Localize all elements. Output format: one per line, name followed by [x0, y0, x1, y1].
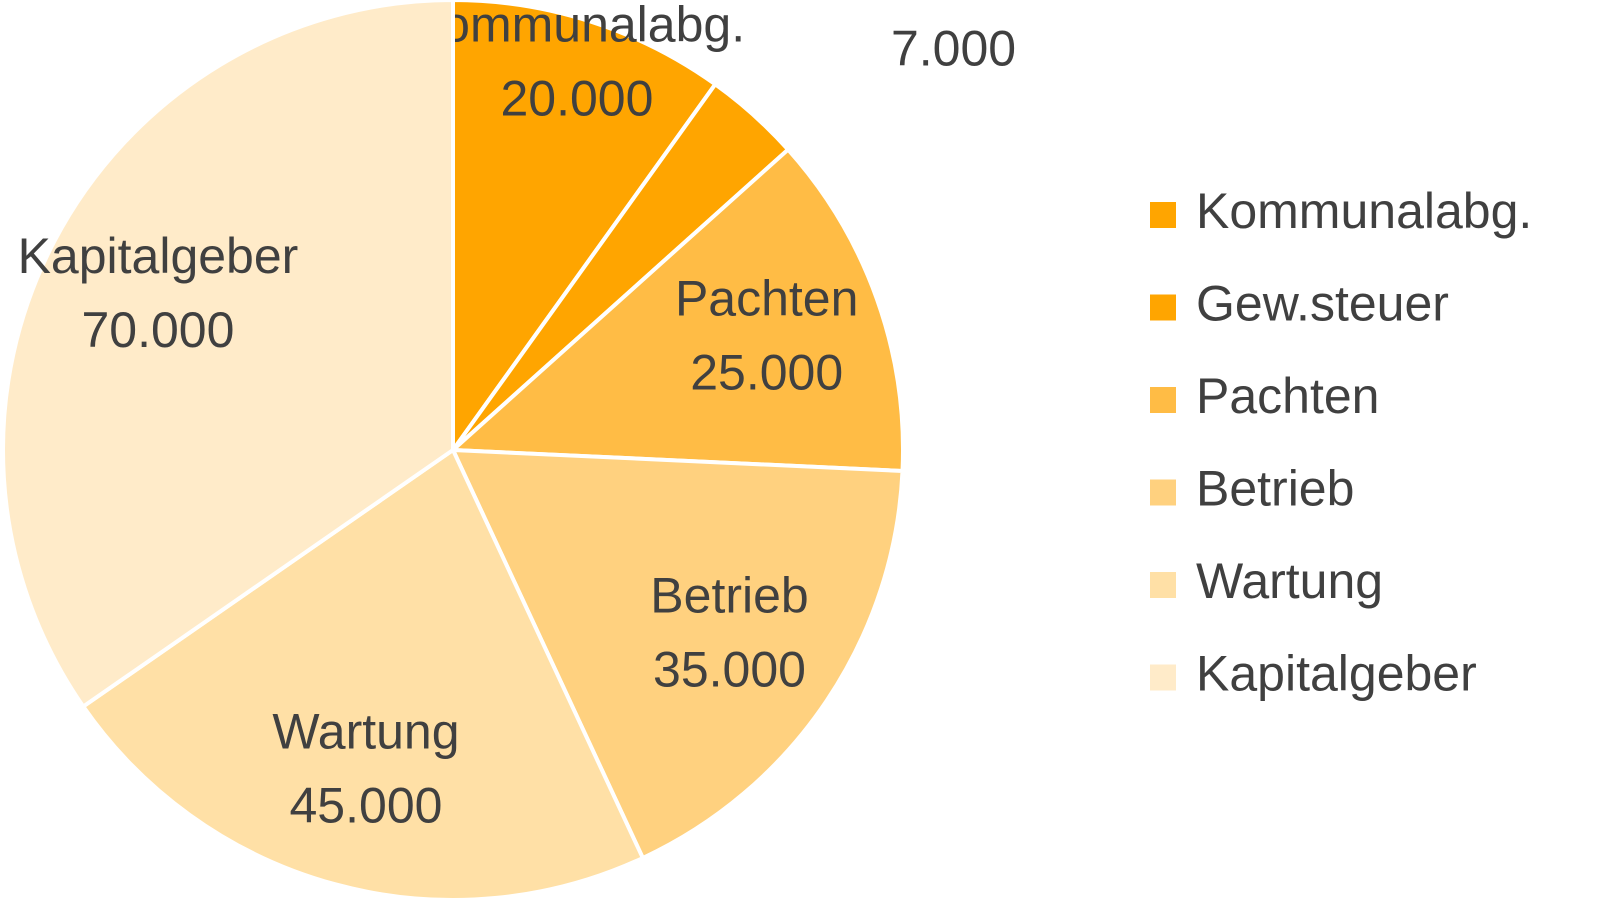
pie-slice: [448, 146, 905, 474]
legend-swatch: [1150, 202, 1176, 228]
data-label-name: Kapitalgeber: [18, 228, 299, 284]
legend-label: Kapitalgeber: [1196, 646, 1477, 702]
pie-slice: [80, 447, 646, 902]
legend-label: Pachten: [1196, 368, 1379, 424]
legend-swatch: [1150, 664, 1176, 691]
data-label-value: 70.000: [81, 302, 234, 358]
data-label-name: Kommunalabg.: [409, 0, 745, 53]
legend-label: Betrieb: [1196, 461, 1354, 517]
data-label-name: Wartung: [272, 704, 459, 760]
data-label-value: 45.000: [290, 778, 443, 834]
legend-swatch: [1150, 572, 1176, 598]
legend-swatch: [1150, 479, 1176, 506]
pie-slice: [449, 447, 905, 861]
pie-slice: [451, 0, 719, 457]
data-label-name: Gew.steuer: [827, 0, 1080, 3]
data-label-value: 25.000: [690, 344, 843, 400]
legend-label: Kommunalabg.: [1196, 183, 1532, 239]
data-label-value: 7.000: [891, 21, 1016, 77]
data-label-value: 35.000: [653, 642, 806, 698]
legend-swatch: [1150, 294, 1176, 321]
pie-slice: [1, 0, 455, 710]
data-label-name: Pachten: [675, 270, 858, 326]
legend-label: Wartung: [1196, 553, 1383, 609]
data-label-value: 20.000: [500, 71, 653, 127]
legend-swatch: [1150, 387, 1176, 413]
data-label-name: Betrieb: [650, 568, 808, 624]
legend-label: Gew.steuer: [1196, 276, 1449, 332]
